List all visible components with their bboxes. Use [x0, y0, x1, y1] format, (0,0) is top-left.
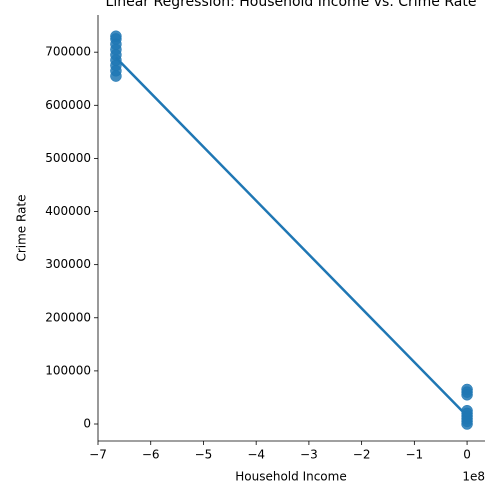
x-tick-label: −6	[142, 448, 160, 462]
x-axis-label: Household Income	[235, 470, 346, 484]
x-offset-label: 1e8	[462, 470, 485, 484]
x-tick-label: −7	[89, 448, 107, 462]
y-tick-label: 600000	[45, 98, 91, 112]
y-tick-label: 700000	[45, 45, 91, 59]
x-tick-label: −2	[353, 448, 371, 462]
x-tick-label: −4	[247, 448, 265, 462]
y-axis-label: Crime Rate	[15, 194, 29, 261]
regression-line	[115, 56, 468, 417]
point	[461, 383, 473, 396]
y-tick-label: 300000	[45, 257, 91, 271]
y-tick-label: 100000	[45, 363, 91, 377]
x-tick-label: −5	[195, 448, 213, 462]
point	[110, 30, 122, 42]
y-tick-label: 0	[83, 417, 91, 431]
chart-title: Linear Regression: Household Income vs. …	[106, 0, 477, 10]
x-tick-label: −1	[405, 448, 423, 462]
y-tick-label: 500000	[45, 151, 91, 165]
y-tick-label: 400000	[45, 204, 91, 218]
y-tick-label: 200000	[45, 310, 91, 324]
x-tick-label: −3	[300, 448, 318, 462]
x-tick-label: 0	[463, 448, 471, 462]
